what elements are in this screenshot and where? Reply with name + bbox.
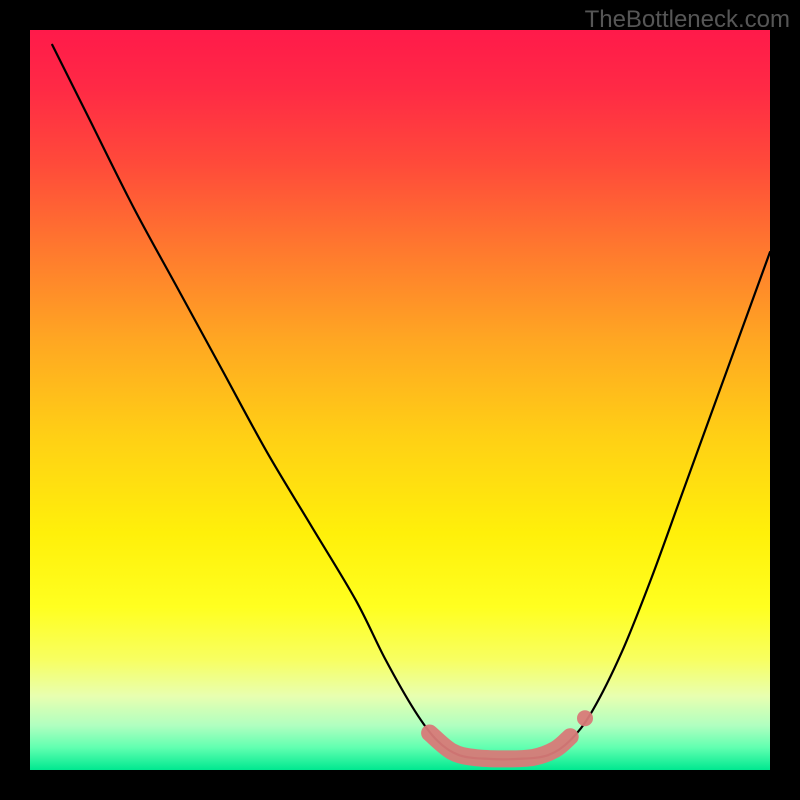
chart-container: TheBottleneck.com (0, 0, 800, 800)
watermark-text: TheBottleneck.com (585, 6, 790, 34)
plot-svg (30, 30, 770, 770)
highlight-dot (577, 710, 593, 726)
gradient-background (30, 30, 770, 770)
plot-area (30, 30, 770, 770)
